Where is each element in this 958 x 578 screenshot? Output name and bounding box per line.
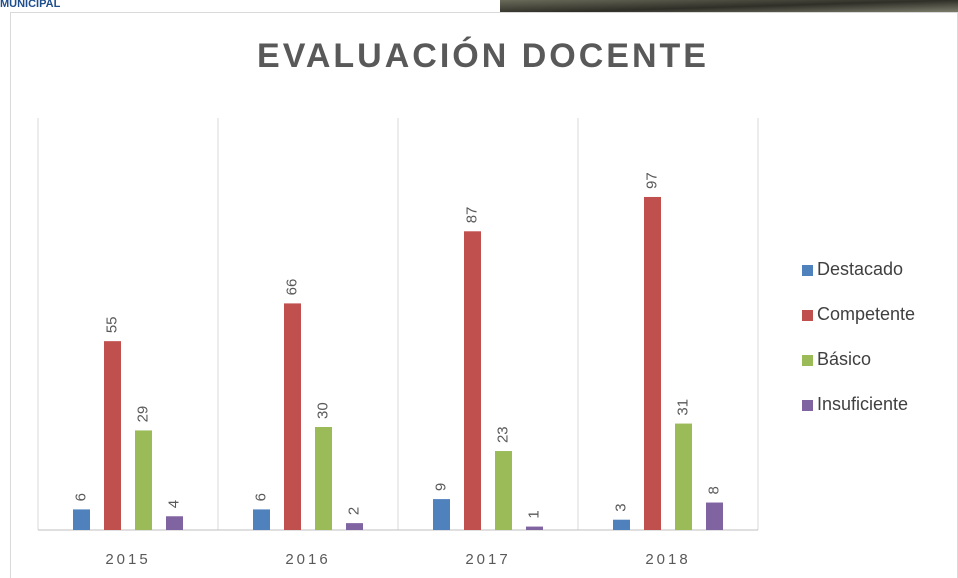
legend-swatch — [802, 400, 813, 411]
data-label: 29 — [134, 406, 151, 423]
bar — [433, 499, 450, 530]
bar — [284, 303, 301, 530]
bar — [613, 519, 630, 530]
data-label: 9 — [432, 483, 449, 491]
data-label: 1 — [525, 510, 542, 518]
data-label: 87 — [463, 207, 480, 224]
bar — [526, 526, 543, 530]
logo-text: MUNICIPAL — [0, 0, 61, 10]
legend-label: Básico — [817, 349, 871, 369]
bar — [135, 430, 152, 530]
chart-frame — [10, 12, 958, 578]
bar — [104, 341, 121, 530]
x-tick-label: 2016 — [285, 551, 330, 568]
bar — [464, 231, 481, 531]
data-label: 6 — [252, 493, 269, 501]
chart-title: EVALUACIÓN DOCENTE — [257, 37, 709, 75]
x-tick-label: 2018 — [645, 551, 690, 568]
data-label: 30 — [314, 402, 331, 419]
data-label: 6 — [72, 493, 89, 501]
data-label: 3 — [612, 503, 629, 511]
data-label: 55 — [103, 316, 120, 333]
legend-label: Insuficiente — [817, 394, 908, 414]
bar — [346, 523, 363, 530]
bar — [675, 423, 692, 530]
legend-label: Competente — [817, 304, 915, 324]
x-tick-label: 2015 — [105, 551, 150, 568]
header-photo — [500, 0, 958, 14]
bar — [73, 509, 90, 530]
bar — [166, 516, 183, 530]
data-label: 8 — [705, 486, 722, 494]
bar — [706, 502, 723, 530]
x-tick-label: 2017 — [465, 551, 510, 568]
data-label: 97 — [643, 172, 660, 189]
data-label: 23 — [494, 426, 511, 443]
legend-label: Destacado — [817, 259, 903, 279]
bar — [315, 427, 332, 530]
legend-swatch — [802, 265, 813, 276]
bar — [495, 451, 512, 530]
legend-swatch — [802, 355, 813, 366]
bar — [644, 196, 661, 530]
data-label: 4 — [165, 500, 182, 508]
bar — [253, 509, 270, 530]
data-label: 31 — [674, 399, 691, 416]
data-label: 66 — [283, 279, 300, 296]
data-label: 2 — [345, 507, 362, 515]
legend-swatch — [802, 310, 813, 321]
